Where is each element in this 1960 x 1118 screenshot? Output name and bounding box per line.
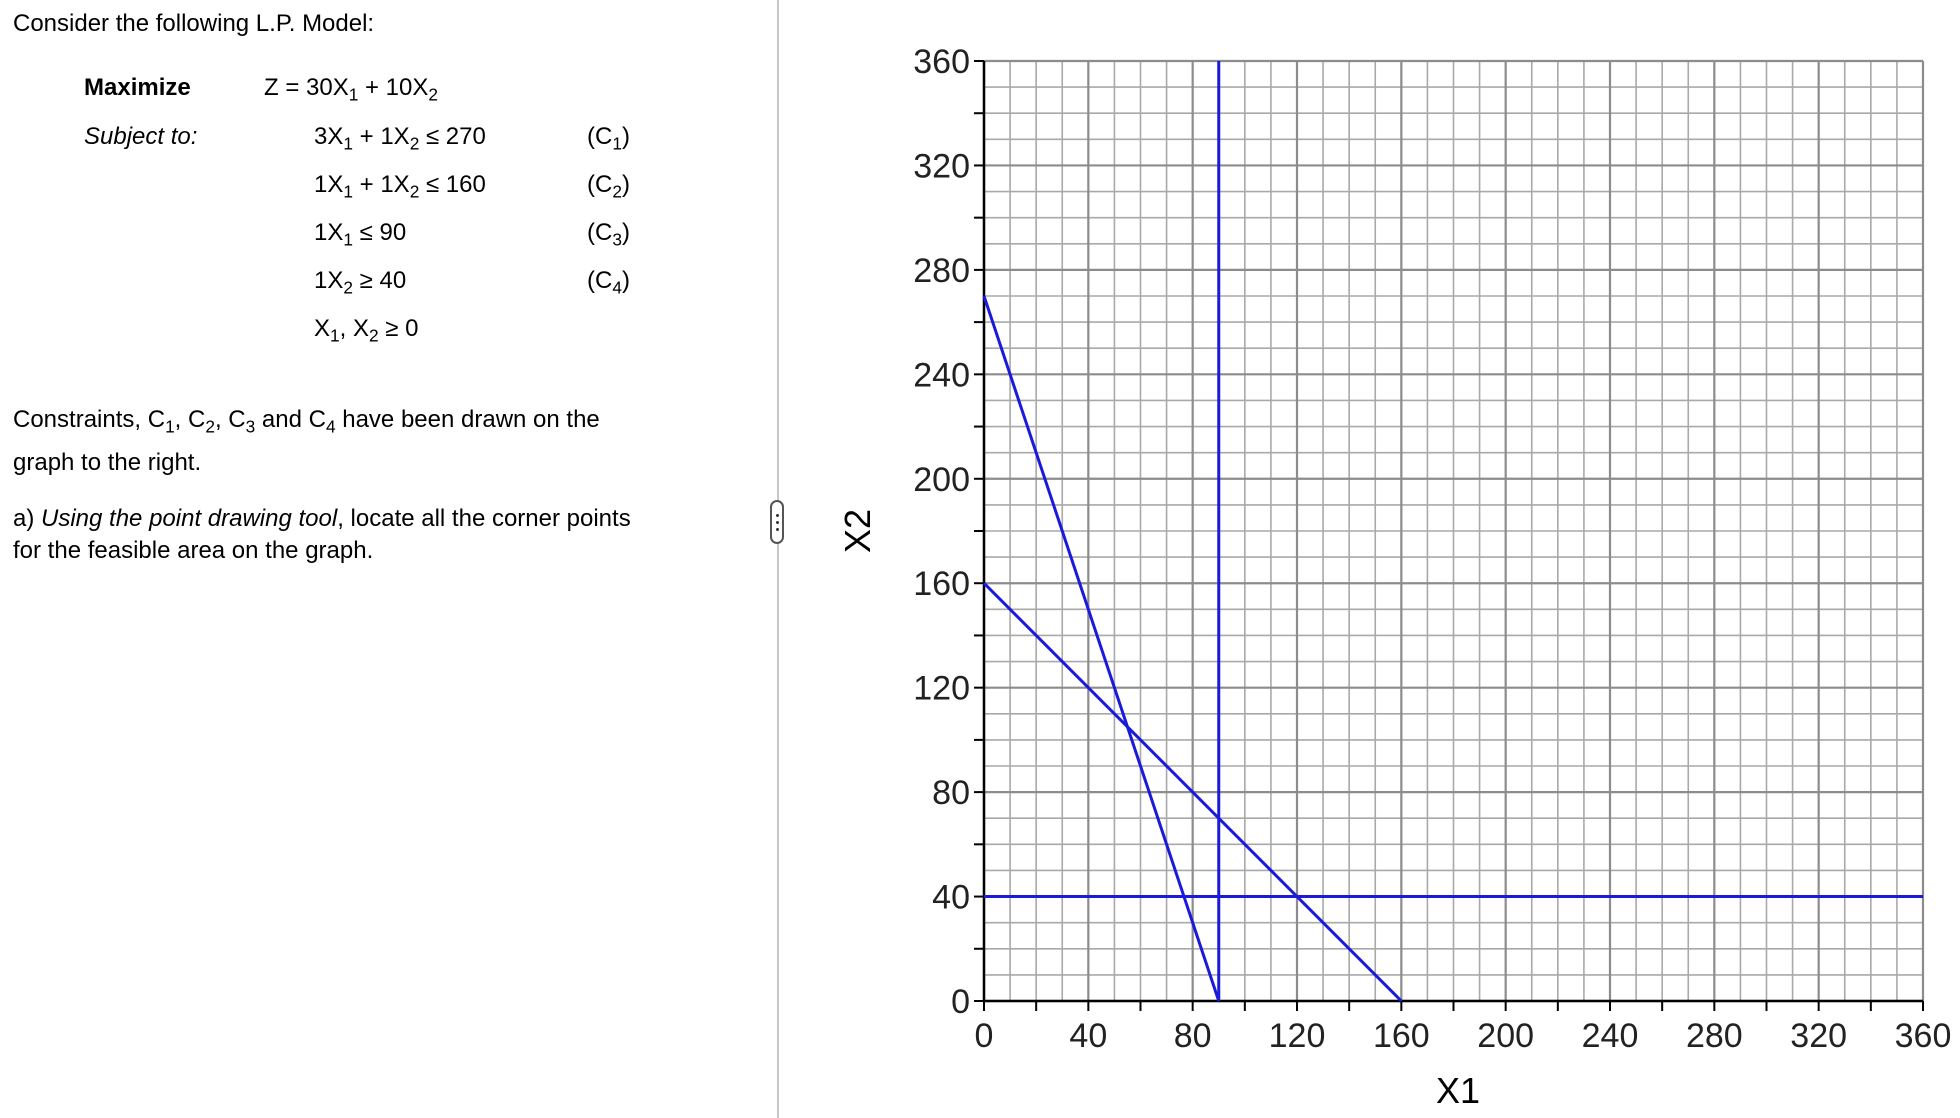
x-tick-label: 40	[1069, 1017, 1107, 1055]
y-tick-label: 120	[913, 670, 970, 708]
y-tick-label: 320	[913, 147, 970, 185]
constraints-drawn-text: Constraints, C1, C2, C3 and C4 have been…	[13, 406, 600, 437]
ticks	[974, 60, 1924, 1011]
x-axis-label: X1	[1436, 1070, 1480, 1111]
constraint-lines	[982, 61, 1923, 1003]
x-tick-label: 200	[1477, 1017, 1534, 1055]
constraints-drawn-text-line2: graph to the right.	[13, 449, 202, 476]
y-tick-label: 160	[913, 565, 970, 603]
nonnegativity-constraint: X1, X2 ≥ 0	[314, 315, 419, 346]
constraint-c3-tag: (C3)	[587, 219, 630, 250]
intro-text: Consider the following L.P. Model:	[13, 10, 375, 37]
y-tick-label: 280	[913, 252, 970, 290]
grid-minor	[984, 61, 1923, 1001]
x-tick-label: 360	[1895, 1017, 1952, 1055]
constraint-c1-tag: (C1)	[587, 123, 630, 154]
y-tick-label: 40	[932, 879, 970, 917]
problem-panel: Consider the following L.P. Model: Maxim…	[0, 0, 775, 1118]
y-tick-label: 80	[932, 774, 970, 812]
constraint-line-c1	[982, 295, 1221, 1002]
constraint-c2: 1X1 + 1X2 ≤ 160	[314, 171, 486, 202]
x-tick-label: 160	[1373, 1017, 1430, 1055]
constraint-c4-tag: (C4)	[587, 267, 630, 298]
x-tick-label: 320	[1790, 1017, 1847, 1055]
y-tick-label: 360	[913, 43, 970, 81]
panel-resize-handle[interactable]	[770, 500, 784, 544]
x-tick-label: 240	[1582, 1017, 1639, 1055]
constraint-c2-tag: (C2)	[587, 171, 630, 202]
question-a-line2: for the feasible area on the graph.	[13, 537, 374, 564]
x-tick-label: 120	[1269, 1017, 1326, 1055]
y-tick-label: 0	[951, 983, 970, 1021]
panel-divider	[777, 0, 779, 1118]
y-tick-label: 240	[913, 356, 970, 394]
objective-function: Z = 30X1 + 10X2	[264, 74, 438, 105]
y-axis-label: X2	[837, 509, 878, 553]
constraint-c3: 1X1 ≤ 90	[314, 219, 407, 250]
question-a: a) Using the point drawing tool, locate …	[13, 505, 631, 532]
constraint-c4: 1X2 ≥ 40	[314, 267, 407, 298]
x-tick-label: 280	[1686, 1017, 1743, 1055]
subject-to-label: Subject to:	[84, 123, 198, 150]
constraint-line-c2	[982, 582, 1403, 1003]
tick-labels: 0 40 80 120 160 200 240 280 320 360 0 40 80 120 160 200…	[913, 43, 1951, 1055]
x-tick-label: 0	[975, 1017, 994, 1055]
maximize-label: Maximize	[84, 74, 191, 101]
x-tick-label: 80	[1174, 1017, 1212, 1055]
constraint-c1: 3X1 + 1X2 ≤ 270	[314, 123, 486, 154]
y-tick-label: 200	[913, 461, 970, 499]
